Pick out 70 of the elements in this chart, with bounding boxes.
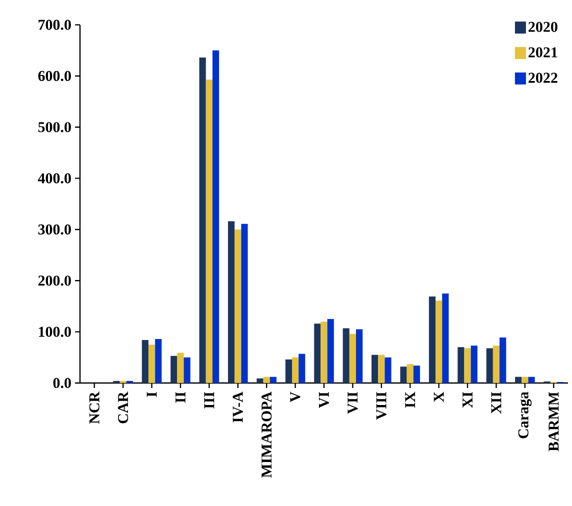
x-tick-label: Caraga	[518, 392, 532, 438]
bar	[406, 364, 414, 383]
x-tick-label: CAR	[118, 391, 128, 424]
bar	[298, 354, 306, 383]
bar	[320, 322, 328, 383]
bar	[515, 376, 522, 383]
bar	[256, 378, 264, 383]
bar	[372, 354, 378, 383]
legend-label: 2020	[528, 22, 558, 32]
bar	[349, 334, 356, 383]
x-tick-label: IX	[405, 392, 416, 408]
y-tick-label: 100.0	[38, 326, 71, 337]
legend-label: 2021	[528, 47, 558, 58]
bar	[170, 356, 178, 383]
bar	[206, 80, 212, 383]
y-tick-label: 600.0	[38, 70, 71, 82]
x-tick-label: V	[290, 392, 300, 402]
bar	[212, 50, 220, 383]
y-tick-label: 300.0	[38, 224, 71, 235]
bar	[314, 324, 321, 383]
bar	[378, 354, 385, 383]
x-tick-label: VII	[348, 392, 358, 414]
bar	[522, 376, 528, 383]
y-tick-label: 500.0	[38, 122, 71, 132]
y-tick-label: 200.0	[38, 276, 71, 286]
x-tick-label: XII	[491, 392, 502, 414]
bar	[413, 366, 420, 383]
bar	[436, 300, 442, 383]
x-tick-label: XI	[462, 392, 472, 408]
bar	[492, 346, 500, 383]
x-tick-label: X	[434, 392, 444, 402]
bar	[148, 344, 156, 383]
bar	[241, 224, 248, 383]
bar	[234, 229, 242, 383]
x-tick-label: NCR	[89, 391, 100, 424]
bar	[464, 348, 471, 383]
bar	[228, 221, 235, 383]
x-tick-label: VIII	[376, 392, 386, 420]
y-tick-label: 0.0	[53, 378, 71, 388]
bar	[384, 357, 392, 383]
x-tick-label: I	[146, 392, 157, 397]
bar	[327, 319, 334, 383]
bar	[292, 357, 299, 383]
bar	[184, 357, 190, 383]
x-tick-label: III	[204, 392, 214, 409]
bar	[500, 337, 506, 383]
bar	[442, 293, 449, 383]
bar	[199, 58, 206, 383]
bar	[356, 329, 363, 383]
bar	[270, 376, 276, 383]
y-tick-label: 700.0	[38, 20, 71, 30]
y-tick-label: 400.0	[38, 173, 71, 184]
bar	[486, 348, 493, 383]
bar	[177, 352, 184, 383]
x-tick-label: IV-A	[232, 392, 243, 422]
bar	[458, 347, 464, 383]
x-tick-label: II	[176, 392, 186, 403]
bar	[263, 376, 270, 383]
bar	[285, 359, 292, 383]
bar	[470, 346, 478, 383]
x-tick-label: BARMM	[548, 392, 559, 452]
bar	[155, 338, 162, 383]
bar	[528, 376, 535, 383]
bar	[400, 366, 407, 383]
legend-label: 2022	[528, 72, 558, 83]
x-tick-label: MIMAROPA	[262, 392, 272, 478]
bar	[342, 328, 350, 383]
bar	[428, 296, 436, 383]
bar	[142, 340, 148, 383]
x-tick-label: VI	[318, 392, 330, 408]
